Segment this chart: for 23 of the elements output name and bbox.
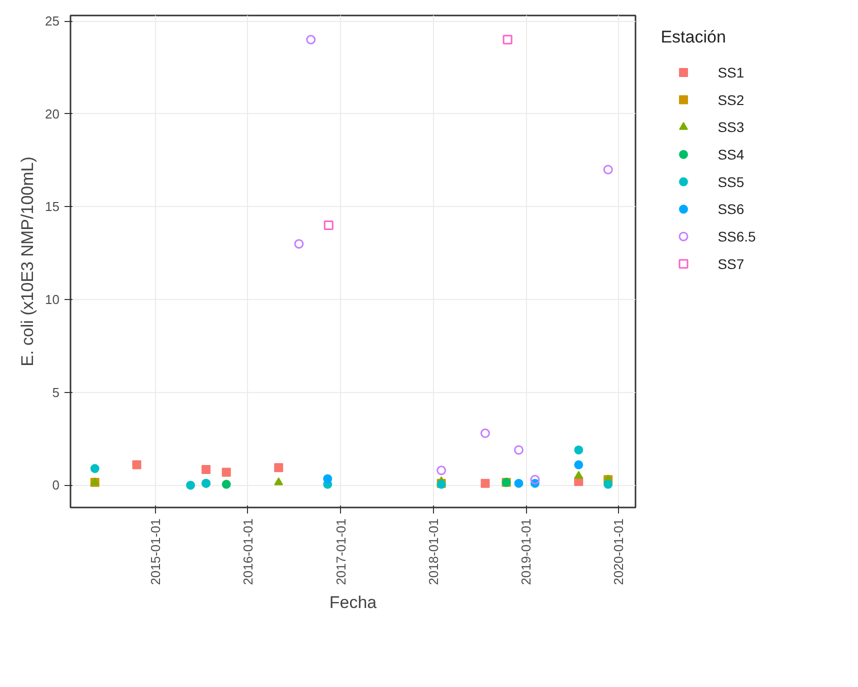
legend-label: SS2	[718, 92, 744, 108]
x-tick-label: 2019-01-01	[518, 518, 534, 585]
x-tick-label: 2017-01-01	[333, 518, 348, 585]
legend-label: SS6	[718, 201, 744, 218]
x-tick-label: 2016-01-01	[240, 518, 256, 585]
y-tick-label: 0	[52, 478, 60, 493]
x-axis-title: Fecha	[329, 593, 378, 612]
y-tick-label: 10	[45, 292, 60, 308]
x-tick-label: 2018-01-01	[426, 518, 441, 585]
legend-label: SS3	[718, 119, 744, 136]
x-tick-label: 2020-01-01	[611, 518, 626, 585]
legend-label: SS1	[718, 64, 744, 80]
x-tick-label: 2015-01-01	[148, 518, 163, 585]
y-tick-label: 20	[45, 106, 60, 122]
y-tick-label: 25	[45, 14, 60, 29]
y-tick-label: 15	[45, 199, 60, 214]
legend-label: SS6.5	[718, 228, 756, 244]
legend-title: Estación	[660, 27, 726, 46]
legend-label: SS5	[718, 174, 744, 190]
legend-label: SS4	[718, 146, 744, 162]
legend-label: SS7	[718, 256, 744, 272]
y-tick-label: 5	[52, 384, 60, 400]
y-axis-title: E. coli (x10E3 NMP/100mL)	[18, 156, 38, 366]
